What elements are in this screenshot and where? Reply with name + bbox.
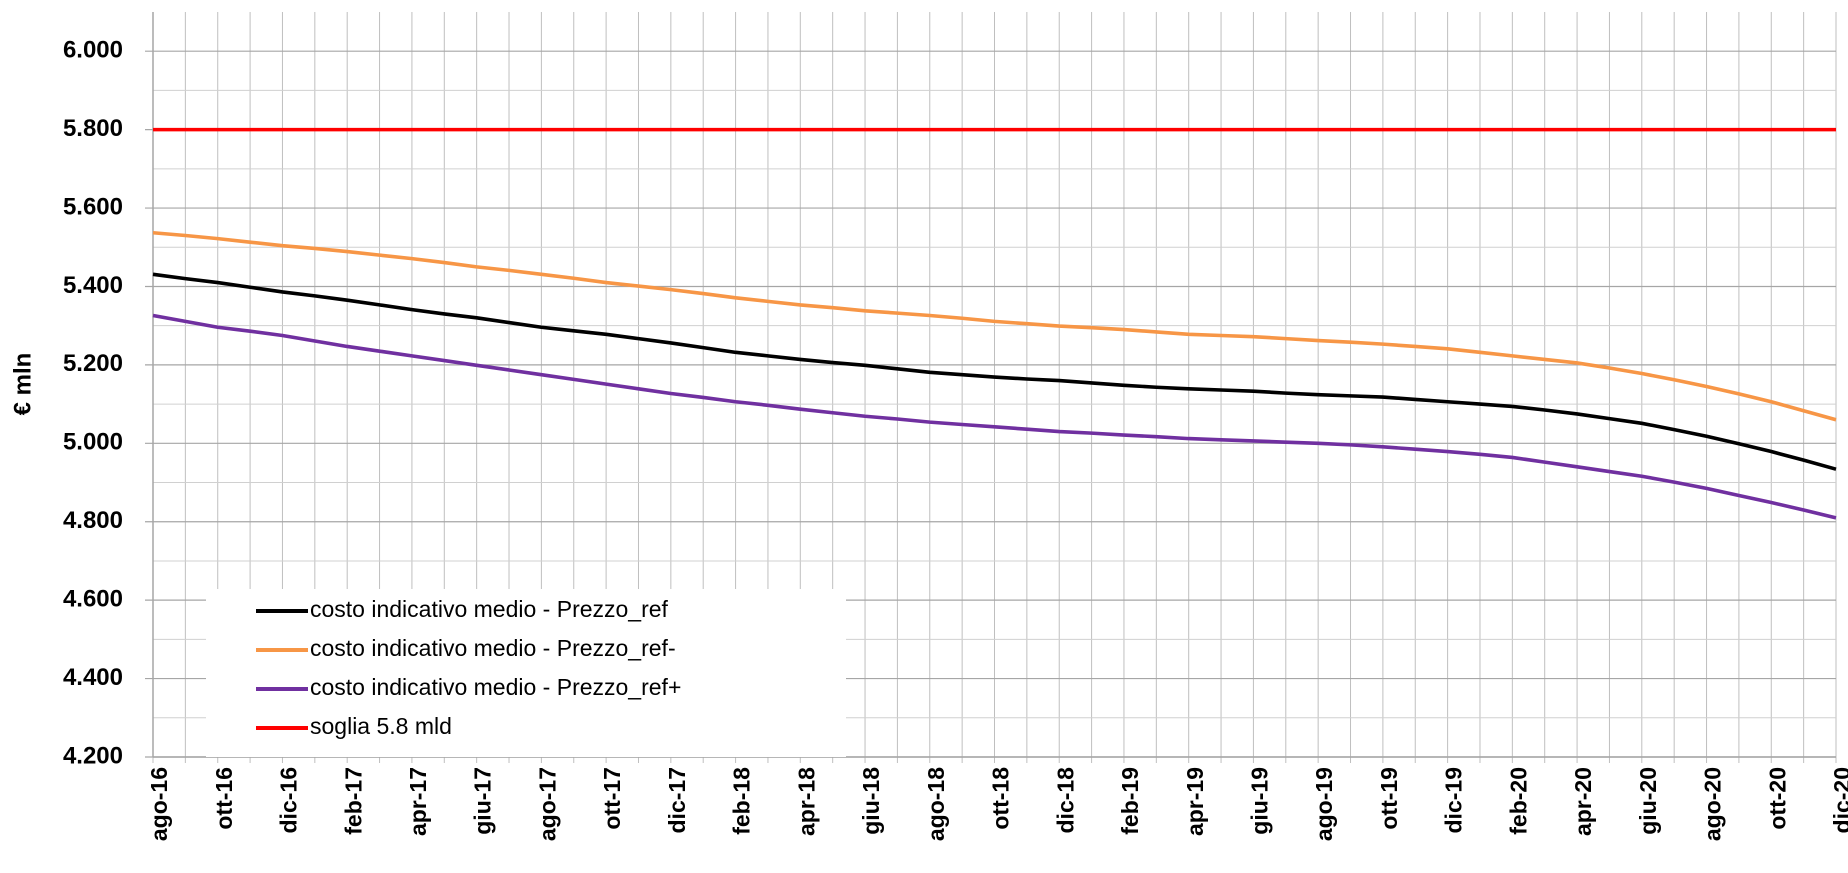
legend-box: [206, 589, 846, 757]
series-line: [152, 313, 1837, 520]
legend-label: costo indicativo medio - Prezzo_ref: [310, 596, 669, 622]
y-tick-label: 4.600: [63, 586, 123, 613]
x-tick-label: giu-20: [1635, 767, 1661, 835]
x-tick-label: apr-17: [405, 767, 431, 836]
x-tick-label: apr-18: [793, 767, 819, 836]
y-tick-label: 5.000: [63, 429, 123, 456]
x-tick-label: ott-17: [599, 767, 625, 830]
y-tick-label: 5.600: [63, 193, 123, 220]
x-tick-label: ago-17: [534, 767, 560, 841]
x-tick-label: dic-18: [1052, 767, 1078, 834]
x-tick-label: ago-20: [1700, 767, 1726, 841]
y-axis-label: € mln: [9, 353, 36, 416]
x-tick-label: apr-19: [1182, 767, 1208, 836]
x-tick-label: ott-19: [1376, 767, 1402, 830]
x-tick-label: dic-20: [1829, 767, 1848, 833]
x-tick-label: dic-16: [276, 767, 302, 833]
x-tick-label: dic-17: [664, 767, 690, 833]
y-tick-label: 5.400: [63, 272, 123, 299]
x-tick-label: giu-19: [1247, 767, 1273, 835]
x-tick-label: feb-17: [340, 767, 366, 835]
legend-label: costo indicativo medio - Prezzo_ref-: [310, 635, 676, 661]
y-tick-label: 4.400: [63, 664, 123, 691]
y-tick-label: 5.800: [63, 115, 123, 142]
x-tick-label: ott-20: [1764, 767, 1790, 830]
x-tick-label: ott-18: [988, 767, 1014, 830]
x-tick-label: giu-18: [858, 767, 884, 835]
x-tick-label: feb-19: [1117, 767, 1143, 835]
y-tick-label: 4.200: [63, 742, 123, 769]
series-line: [152, 272, 1837, 471]
y-tick-label: 6.000: [63, 37, 123, 64]
x-tick-label: ago-19: [1311, 767, 1337, 841]
x-tick-label: apr-20: [1570, 767, 1596, 836]
x-tick-label: feb-18: [729, 767, 755, 835]
x-tick-label: ott-16: [211, 767, 237, 830]
legend-label: soglia 5.8 mld: [310, 713, 452, 739]
x-tick-label: dic-19: [1441, 767, 1467, 833]
x-tick-label: giu-17: [470, 767, 496, 835]
legend: costo indicativo medio - Prezzo_refcosto…: [206, 589, 846, 757]
y-tick-label: 5.200: [63, 350, 123, 377]
y-tick-label: 4.800: [63, 507, 123, 534]
series-line: [152, 230, 1837, 422]
x-tick-label: ago-16: [146, 767, 172, 841]
x-tick-label: feb-20: [1505, 767, 1531, 835]
axis-labels: ago-16 ott-16 dic-16 feb-17 apr-17 giu-17 ago-…: [63, 37, 1848, 842]
legend-label: costo indicativo medio - Prezzo_ref+: [310, 674, 681, 700]
x-tick-label: ago-18: [923, 767, 949, 841]
plot-lines: [152, 127, 1837, 520]
